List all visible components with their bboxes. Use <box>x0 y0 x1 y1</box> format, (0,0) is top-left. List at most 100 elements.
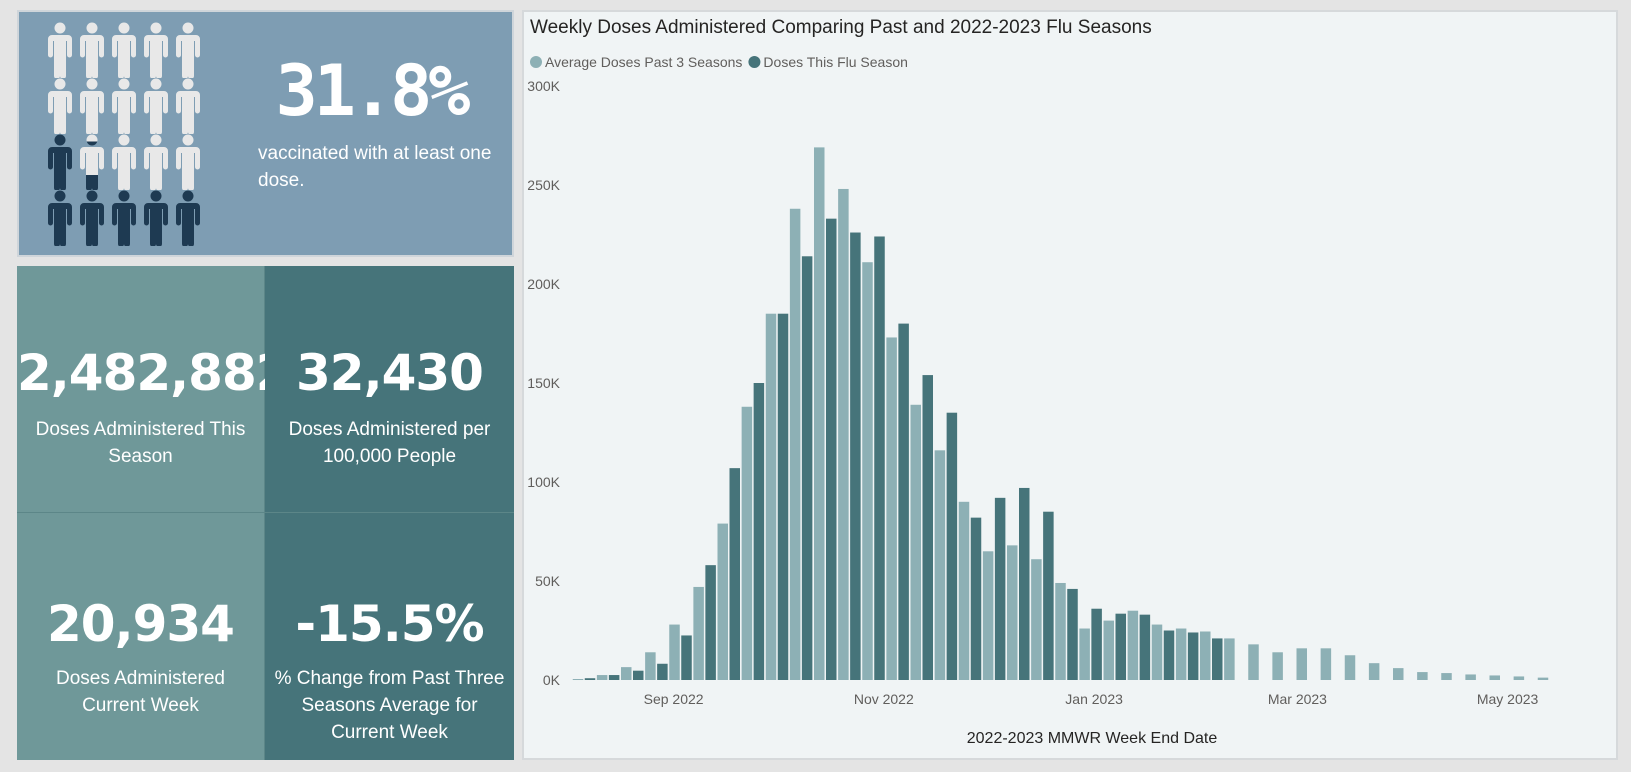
x-axis: Sep 2022 Nov 2022 Jan 2023 Mar 2023 May 2023 <box>644 691 1539 707</box>
kpi-label: Doses Administered This Season <box>35 419 246 467</box>
kpi-value: 2,482,882 <box>17 344 291 402</box>
bar-this-season[interactable] <box>681 635 692 680</box>
person-icon <box>171 78 205 135</box>
bar-past-avg[interactable] <box>838 188 849 680</box>
bar-this-season[interactable] <box>1163 630 1175 681</box>
bar-this-season[interactable] <box>633 670 644 680</box>
bar-this-season[interactable] <box>898 323 909 680</box>
bar-this-season[interactable] <box>1187 632 1199 680</box>
weekly-doses-chart-panel: Weekly Doses Administered Comparing Past… <box>522 10 1618 760</box>
bar-past-avg[interactable] <box>862 262 873 680</box>
y-axis: 0K 50K 100K 150K 200K 250K 300K <box>527 78 560 688</box>
legend-label-past-avg[interactable]: Average Doses Past 3 Seasons <box>545 54 742 70</box>
bar-this-season[interactable] <box>1043 511 1054 680</box>
person-icon <box>171 190 205 247</box>
bar-past-avg[interactable] <box>693 586 704 680</box>
bar-past-avg[interactable] <box>1200 631 1211 680</box>
person-icon <box>107 22 141 79</box>
bar-past-avg[interactable] <box>1151 624 1163 680</box>
bar-past-avg[interactable] <box>1079 628 1090 680</box>
vaccinated-percentage-label: vaccinated with at least one dose. <box>258 143 492 191</box>
vaccination-summary-panel: 31.8% vaccinated with at least one dose. <box>17 10 514 257</box>
bar-past-avg[interactable] <box>1393 668 1404 680</box>
bar-this-season[interactable] <box>777 313 789 680</box>
y-tick-label: 150K <box>527 375 560 391</box>
bar-past-avg[interactable] <box>934 450 946 680</box>
bar-past-avg[interactable] <box>1368 663 1380 680</box>
bar-past-avg[interactable] <box>1224 638 1235 680</box>
bar-past-avg[interactable] <box>1320 648 1332 680</box>
bar-past-avg[interactable] <box>1489 675 1501 680</box>
bar-this-season[interactable] <box>946 412 958 680</box>
bar-this-season[interactable] <box>657 663 668 680</box>
bar-past-avg[interactable] <box>1417 672 1428 680</box>
bar-this-season[interactable] <box>922 375 934 680</box>
bar-this-season[interactable] <box>729 468 741 680</box>
bar-past-avg[interactable] <box>1055 582 1066 680</box>
bar-past-avg[interactable] <box>1272 652 1283 680</box>
y-tick-label: 50K <box>535 573 561 589</box>
bar-past-avg[interactable] <box>958 501 970 680</box>
bar-past-avg[interactable] <box>886 337 897 680</box>
bar-past-avg[interactable] <box>1441 673 1452 680</box>
person-icon <box>139 22 173 79</box>
bar-past-avg[interactable] <box>572 679 584 681</box>
bar-past-avg[interactable] <box>1537 677 1549 680</box>
x-tick-label: Nov 2022 <box>854 691 914 707</box>
bar-this-season[interactable] <box>994 497 1006 680</box>
person-icon <box>43 134 77 191</box>
bar-this-season[interactable] <box>1115 613 1127 680</box>
bar-this-season[interactable] <box>970 517 982 680</box>
bar-past-avg[interactable] <box>1296 648 1308 680</box>
bar-past-avg[interactable] <box>1007 545 1018 680</box>
bar-past-avg[interactable] <box>717 523 729 680</box>
person-icon <box>139 78 173 135</box>
bar-past-avg[interactable] <box>1175 628 1187 680</box>
bar-past-avg[interactable] <box>1344 655 1356 680</box>
bar-past-avg[interactable] <box>982 551 994 680</box>
bar-this-season[interactable] <box>801 256 813 680</box>
bar-this-season[interactable] <box>753 383 765 680</box>
kpi-card-pct-change: -15.5% % Change from Past Three Seasons … <box>265 513 514 760</box>
bar-past-avg[interactable] <box>1031 559 1042 680</box>
bar-past-avg[interactable] <box>596 675 608 680</box>
bar-past-avg[interactable] <box>1127 610 1139 680</box>
person-icon <box>75 78 109 135</box>
bar-past-avg[interactable] <box>621 667 632 680</box>
bar-this-season[interactable] <box>1091 608 1102 680</box>
x-tick-label: Jan 2023 <box>1065 691 1123 707</box>
bar-past-avg[interactable] <box>1248 644 1259 680</box>
legend-label-this-season[interactable]: Doses This Flu Season <box>763 54 907 70</box>
bar-this-season[interactable] <box>584 678 596 680</box>
x-tick-label: Mar 2023 <box>1268 691 1327 707</box>
chart-legend: Average Doses Past 3 Seasons Doses This … <box>530 54 908 70</box>
person-icon <box>107 134 141 191</box>
bar-this-season[interactable] <box>608 675 620 680</box>
bar-this-season[interactable] <box>850 232 861 680</box>
bar-past-avg[interactable] <box>765 313 777 680</box>
people-icon-grid <box>43 22 218 252</box>
bar-this-season[interactable] <box>1212 638 1223 680</box>
person-icon <box>107 78 141 135</box>
bar-past-avg[interactable] <box>1513 676 1525 680</box>
bar-this-season[interactable] <box>826 218 837 680</box>
bar-this-season[interactable] <box>874 236 885 681</box>
person-icon <box>75 134 109 191</box>
bar-past-avg[interactable] <box>910 404 922 680</box>
bar-past-avg[interactable] <box>1465 674 1476 680</box>
bar-past-avg[interactable] <box>814 147 825 680</box>
bar-past-avg[interactable] <box>669 624 680 680</box>
bar-past-avg[interactable] <box>741 406 753 680</box>
bar-this-season[interactable] <box>1139 614 1151 680</box>
x-axis-title: 2022-2023 MMWR Week End Date <box>967 730 1218 747</box>
chart-title: Weekly Doses Administered Comparing Past… <box>530 17 1152 38</box>
bar-this-season[interactable] <box>1067 588 1078 680</box>
bar-past-avg[interactable] <box>645 652 656 680</box>
y-tick-label: 250K <box>527 177 560 193</box>
kpi-card-season-doses: 2,482,882 Doses Administered This Season <box>17 266 291 513</box>
bar-past-avg[interactable] <box>789 208 801 680</box>
bar-past-avg[interactable] <box>1103 620 1115 680</box>
person-icon <box>139 190 173 247</box>
bar-this-season[interactable] <box>705 565 716 680</box>
bar-this-season[interactable] <box>1019 487 1030 680</box>
